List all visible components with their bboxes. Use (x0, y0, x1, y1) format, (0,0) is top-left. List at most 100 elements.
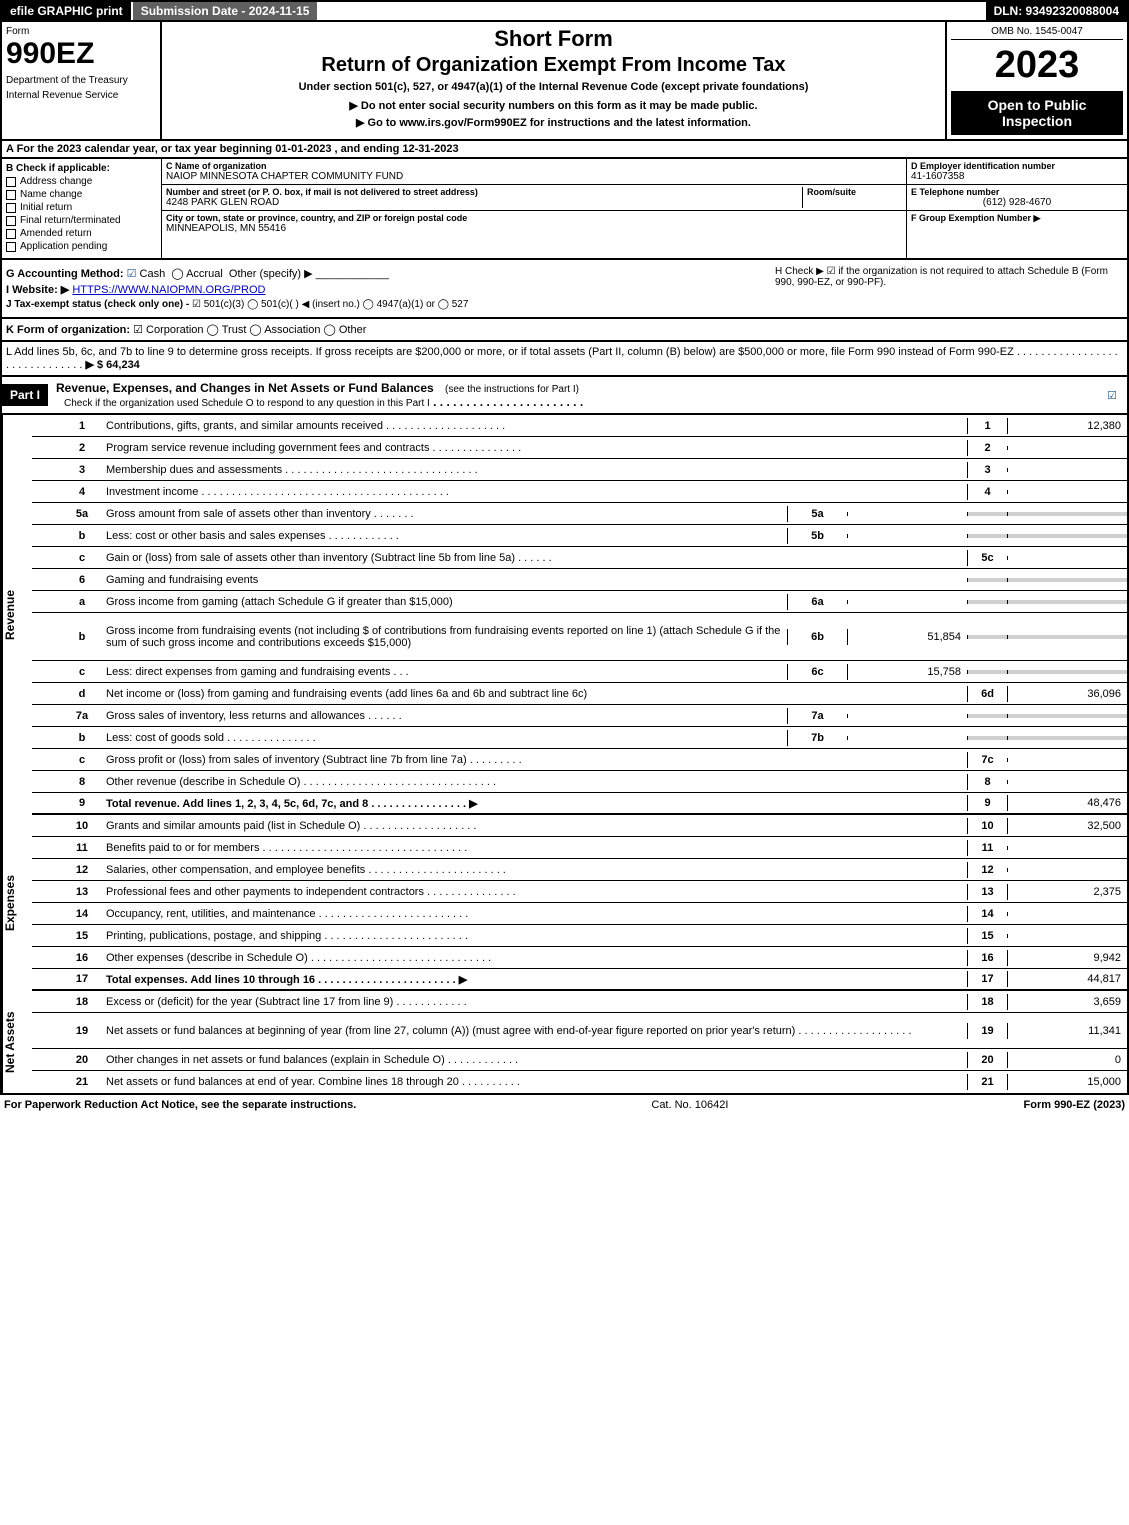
d-group-label: F Group Exemption Number ▶ (911, 213, 1123, 224)
line-9-desc: Total revenue. Add lines 1, 2, 3, 4, 5c,… (102, 795, 967, 812)
line-17-desc: Total expenses. Add lines 10 through 16 … (102, 971, 967, 988)
checkbox-address-change[interactable] (6, 177, 16, 187)
line-5a-num: 5a (62, 506, 102, 522)
line-9-num: 9 (62, 795, 102, 811)
checkbox-application-pending[interactable] (6, 242, 16, 252)
line-4-desc: Investment income . . . . . . . . . . . … (102, 484, 967, 500)
h-check: H Check ▶ ☑ if the organization is not r… (773, 264, 1123, 313)
check-icon: ☑ (127, 268, 137, 280)
line-17-num: 17 (62, 971, 102, 987)
line-3-box: 3 (967, 462, 1007, 478)
line-11-box: 11 (967, 840, 1007, 856)
line-9-val: 48,476 (1007, 795, 1127, 811)
top-bar: efile GRAPHIC print Submission Date - 20… (0, 0, 1129, 22)
instruction-2: ▶ Go to www.irs.gov/Form990EZ for instru… (166, 116, 941, 129)
line-5c-box: 5c (967, 550, 1007, 566)
ein-value: 41-1607358 (911, 171, 1123, 182)
line-5b-sub: 5b (787, 528, 847, 544)
line-12-val (1007, 868, 1127, 872)
line-6d-num: d (62, 686, 102, 702)
line-8-box: 8 (967, 774, 1007, 790)
line-11-desc: Benefits paid to or for members . . . . … (102, 840, 967, 856)
line-14-num: 14 (62, 906, 102, 922)
line-19-val: 11,341 (1007, 1023, 1127, 1039)
form-header: Form 990EZ Department of the Treasury In… (0, 22, 1129, 141)
instruction-1: ▶ Do not enter social security numbers o… (166, 99, 941, 112)
section-bcd: B Check if applicable: Address change Na… (0, 159, 1129, 260)
g-other: Other (specify) ▶ (229, 268, 313, 280)
line-7c-val (1007, 758, 1127, 762)
line-6d-box: 6d (967, 686, 1007, 702)
line-6b-num: b (62, 629, 102, 645)
year-cell: OMB No. 1545-0047 2023 Open to Public In… (947, 22, 1127, 139)
line-7b-desc: Less: cost of goods sold . . . . . . . .… (102, 730, 787, 746)
part1-sub: (see the instructions for Part I) (445, 384, 579, 395)
website-link[interactable]: HTTPS://WWW.NAIOPMN.ORG/PROD (72, 284, 265, 296)
row-l: L Add lines 5b, 6c, and 7b to line 9 to … (0, 342, 1129, 377)
line-6a-sub: 6a (787, 594, 847, 610)
line-14-desc: Occupancy, rent, utilities, and maintena… (102, 906, 967, 922)
line-7a-subval (847, 714, 967, 718)
line-5c-desc: Gain or (loss) from sale of assets other… (102, 550, 967, 566)
opt-final: Final return/terminated (20, 215, 121, 226)
line-2-desc: Program service revenue including govern… (102, 440, 967, 456)
line-18-num: 18 (62, 994, 102, 1010)
line-7a-sub: 7a (787, 708, 847, 724)
line-3-num: 3 (62, 462, 102, 478)
efile-print-button[interactable]: efile GRAPHIC print (2, 2, 133, 20)
checkbox-final-return[interactable] (6, 216, 16, 226)
col-c-org-info: C Name of organization NAIOP MINNESOTA C… (162, 159, 907, 258)
line-10-desc: Grants and similar amounts paid (list in… (102, 818, 967, 834)
line-19-num: 19 (62, 1023, 102, 1039)
line-6d-desc: Net income or (loss) from gaming and fun… (102, 686, 967, 702)
checkbox-name-change[interactable] (6, 190, 16, 200)
line-17-box: 17 (967, 971, 1007, 987)
row-k: K Form of organization: ☑ Corporation ◯ … (0, 319, 1129, 342)
line-19-desc: Net assets or fund balances at beginning… (102, 1023, 967, 1039)
form-number: 990EZ (6, 37, 156, 71)
line-5c-num: c (62, 550, 102, 566)
line-13-box: 13 (967, 884, 1007, 900)
c-name-label: C Name of organization (166, 161, 902, 171)
line-5a-sub: 5a (787, 506, 847, 522)
line-5b-subval (847, 534, 967, 538)
part1-checkbox[interactable]: ☑ (1097, 389, 1127, 402)
line-7a-num: 7a (62, 708, 102, 724)
line-15-val (1007, 934, 1127, 938)
line-8-desc: Other revenue (describe in Schedule O) .… (102, 774, 967, 790)
line-21-val: 15,000 (1007, 1074, 1127, 1090)
checkbox-amended-return[interactable] (6, 229, 16, 239)
submission-date-button[interactable]: Submission Date - 2024-11-15 (133, 2, 320, 20)
footer-right: Form 990-EZ (2023) (1024, 1099, 1125, 1111)
col-b-checkboxes: B Check if applicable: Address change Na… (2, 159, 162, 258)
part1-sub2: Check if the organization used Schedule … (64, 398, 430, 409)
checkbox-initial-return[interactable] (6, 203, 16, 213)
dln-label: DLN: 93492320088004 (986, 2, 1127, 20)
org-city: MINNEAPOLIS, MN 55416 (166, 223, 902, 234)
phone-value: (612) 928-4670 (911, 197, 1123, 208)
line-2-num: 2 (62, 440, 102, 456)
line-21-box: 21 (967, 1074, 1007, 1090)
opt-address: Address change (20, 176, 92, 187)
dept-treasury: Department of the Treasury (6, 75, 156, 86)
line-4-num: 4 (62, 484, 102, 500)
line-21-num: 21 (62, 1074, 102, 1090)
line-13-num: 13 (62, 884, 102, 900)
line-3-desc: Membership dues and assessments . . . . … (102, 462, 967, 478)
subtitle: Under section 501(c), 527, or 4947(a)(1)… (166, 81, 941, 93)
line-6b-desc: Gross income from fundraising events (no… (102, 623, 787, 651)
line-10-box: 10 (967, 818, 1007, 834)
line-12-desc: Salaries, other compensation, and employ… (102, 862, 967, 878)
line-5c-val (1007, 556, 1127, 560)
line-5b-desc: Less: cost or other basis and sales expe… (102, 528, 787, 544)
line-7c-desc: Gross profit or (loss) from sales of inv… (102, 752, 967, 768)
part1-table: Revenue 1Contributions, gifts, grants, a… (0, 415, 1129, 1095)
line-6a-desc: Gross income from gaming (attach Schedul… (102, 594, 787, 610)
c-city-label: City or town, state or province, country… (166, 213, 902, 223)
line-4-box: 4 (967, 484, 1007, 500)
form-id-cell: Form 990EZ Department of the Treasury In… (2, 22, 162, 139)
line-2-val (1007, 446, 1127, 450)
line-17-val: 44,817 (1007, 971, 1127, 987)
line-1-num: 1 (62, 418, 102, 434)
g-label: G Accounting Method: (6, 268, 124, 280)
